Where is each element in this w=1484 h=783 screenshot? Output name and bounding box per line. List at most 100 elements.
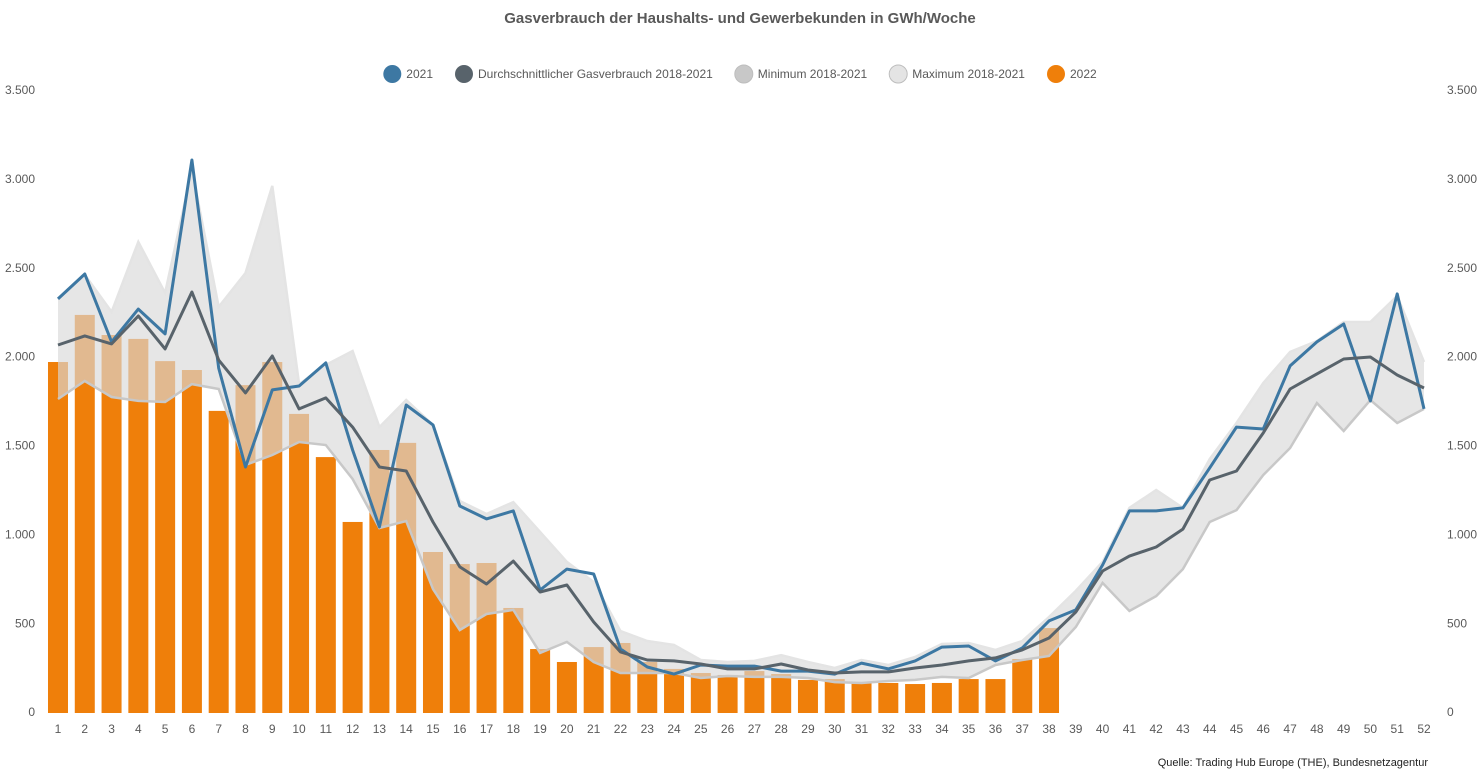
legend-marker bbox=[888, 64, 908, 84]
legend-item: Durchschnittlicher Gasverbrauch 2018-202… bbox=[455, 65, 713, 83]
series-line bbox=[56, 158, 1426, 676]
x-tick-label: 23 bbox=[641, 722, 655, 736]
x-tick-label: 17 bbox=[480, 722, 494, 736]
bar bbox=[315, 457, 336, 713]
series-line bbox=[57, 290, 1425, 675]
x-tick-label: 31 bbox=[855, 722, 869, 736]
bar bbox=[958, 679, 979, 713]
x-tick-label: 36 bbox=[989, 722, 1003, 736]
x-tick-label: 50 bbox=[1364, 722, 1378, 736]
x-tick-label: 18 bbox=[507, 722, 521, 736]
x-tick-label: 7 bbox=[215, 722, 222, 736]
x-tick-label: 37 bbox=[1016, 722, 1030, 736]
y-tick-label: 1.500 bbox=[5, 439, 35, 453]
bar bbox=[717, 674, 738, 713]
chart-title: Gasverbrauch der Haushalts- und Gewerbek… bbox=[504, 10, 975, 27]
legend-marker bbox=[455, 65, 473, 83]
x-tick-label: 15 bbox=[426, 722, 440, 736]
bar bbox=[985, 679, 1006, 713]
x-tick-label: 28 bbox=[774, 722, 788, 736]
x-tick-label: 40 bbox=[1096, 722, 1110, 736]
y-tick-label: 3.500 bbox=[5, 83, 35, 97]
bar bbox=[824, 679, 845, 713]
x-tick-label: 46 bbox=[1257, 722, 1271, 736]
bar bbox=[637, 661, 658, 713]
x-tick-label: 22 bbox=[614, 722, 628, 736]
legend-label: 2022 bbox=[1070, 67, 1097, 81]
x-tick-label: 3 bbox=[108, 722, 115, 736]
legend-item: 2021 bbox=[383, 65, 433, 83]
bar bbox=[503, 607, 524, 713]
x-tick-label: 42 bbox=[1149, 722, 1163, 736]
x-tick-label: 16 bbox=[453, 722, 467, 736]
x-tick-label: 13 bbox=[373, 722, 387, 736]
x-tick-label: 48 bbox=[1310, 722, 1324, 736]
bar bbox=[878, 682, 899, 713]
y-tick-label: 2.000 bbox=[5, 350, 35, 364]
legend-marker bbox=[383, 65, 402, 83]
x-tick-label: 8 bbox=[242, 722, 249, 736]
labels: 0 500 1.000 1.500 2.000 2.500 3.000 3.500 0 500 1.… bbox=[5, 83, 1477, 736]
y2-tick-label: 2.000 bbox=[1447, 350, 1477, 364]
bar bbox=[744, 671, 765, 713]
bar bbox=[771, 674, 792, 713]
x-tick-label: 25 bbox=[694, 722, 708, 736]
bar bbox=[797, 679, 818, 713]
y-tick-label: 1.000 bbox=[5, 527, 35, 541]
x-tick-label: 11 bbox=[320, 722, 333, 736]
bar bbox=[530, 649, 551, 713]
x-tick-label: 44 bbox=[1203, 722, 1217, 736]
legend-item: Minimum 2018-2021 bbox=[734, 64, 868, 84]
x-tick-label: 19 bbox=[533, 722, 547, 736]
y-tick-label: 2.500 bbox=[5, 261, 35, 275]
y2-tick-label: 1.000 bbox=[1447, 527, 1477, 541]
legend-label: Durchschnittlicher Gasverbrauch 2018-202… bbox=[478, 67, 713, 81]
y-tick-label: 500 bbox=[15, 616, 35, 630]
bar bbox=[289, 413, 310, 713]
bar bbox=[235, 385, 256, 713]
x-tick-label: 2 bbox=[81, 722, 88, 736]
y2-tick-label: 0 bbox=[1447, 705, 1454, 719]
x-tick-label: 12 bbox=[346, 722, 360, 736]
legend-marker bbox=[734, 64, 754, 84]
x-tick-label: 14 bbox=[400, 722, 414, 736]
bar bbox=[128, 338, 149, 713]
x-tick-label: 24 bbox=[667, 722, 681, 736]
legend-label: Maximum 2018-2021 bbox=[912, 67, 1025, 81]
y2-tick-label: 500 bbox=[1447, 616, 1467, 630]
legend-marker bbox=[1047, 65, 1065, 83]
bar bbox=[74, 314, 95, 713]
x-tick-label: 30 bbox=[828, 722, 842, 736]
x-tick-label: 38 bbox=[1042, 722, 1056, 736]
x-tick-label: 4 bbox=[135, 722, 142, 736]
bar bbox=[181, 370, 202, 713]
bar bbox=[905, 684, 926, 713]
x-tick-label: 20 bbox=[560, 722, 574, 736]
x-tick-label: 32 bbox=[882, 722, 896, 736]
x-tick-label: 6 bbox=[189, 722, 196, 736]
y-tick-label: 3.000 bbox=[5, 172, 35, 186]
bar bbox=[851, 682, 872, 713]
bar bbox=[342, 521, 363, 713]
x-tick-label: 29 bbox=[801, 722, 815, 736]
x-tick-label: 5 bbox=[162, 722, 169, 736]
y2-tick-label: 3.000 bbox=[1447, 172, 1477, 186]
y2-tick-label: 1.500 bbox=[1447, 439, 1477, 453]
bar bbox=[1012, 658, 1033, 713]
legend-label: Minimum 2018-2021 bbox=[758, 67, 868, 81]
x-tick-label: 27 bbox=[748, 722, 762, 736]
legend-label: 2021 bbox=[406, 67, 433, 81]
bar bbox=[690, 673, 711, 713]
x-tick-label: 52 bbox=[1417, 722, 1431, 736]
lines bbox=[56, 158, 1426, 676]
range-low-line bbox=[57, 379, 1425, 685]
x-tick-label: 35 bbox=[962, 722, 976, 736]
x-tick-label: 33 bbox=[908, 722, 922, 736]
y2-tick-label: 3.500 bbox=[1447, 83, 1477, 97]
x-tick-label: 49 bbox=[1337, 722, 1351, 736]
x-tick-label: 21 bbox=[587, 722, 601, 736]
y-tick-label: 0 bbox=[28, 705, 35, 719]
x-tick-label: 47 bbox=[1283, 722, 1297, 736]
bar bbox=[155, 361, 176, 713]
